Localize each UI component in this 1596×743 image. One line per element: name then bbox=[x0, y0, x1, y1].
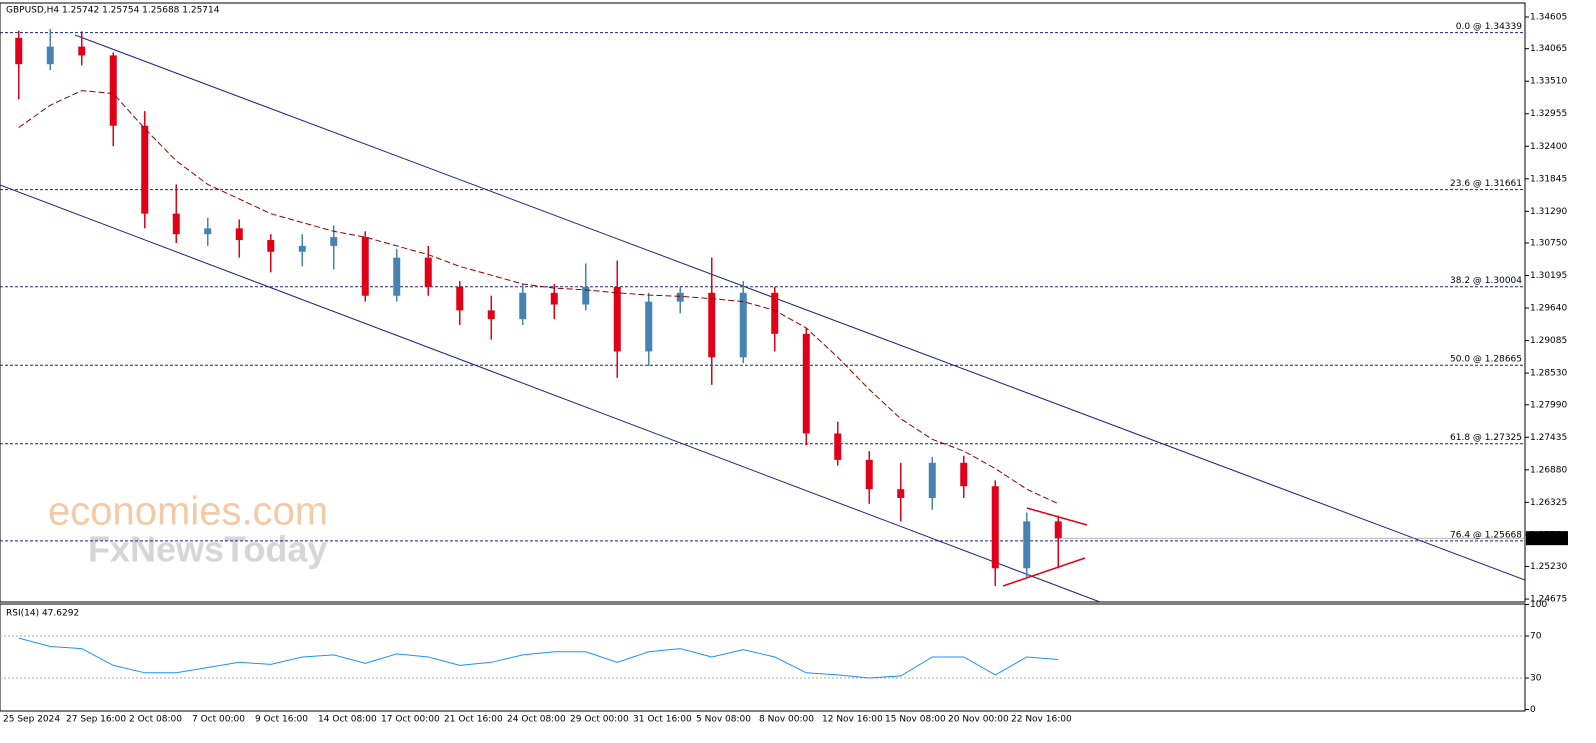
x-tick-label: 25 Sep 2024 bbox=[3, 715, 60, 725]
candle-body bbox=[204, 228, 212, 235]
moving-average bbox=[18, 90, 1059, 505]
candle-body bbox=[582, 286, 590, 305]
y-tick-label: 1.25230 bbox=[1530, 562, 1567, 572]
fib-label: 50.0 @ 1.28665 bbox=[1450, 355, 1522, 365]
y-tick-label: 1.28530 bbox=[1530, 369, 1567, 379]
rsi-panel bbox=[0, 603, 1526, 712]
candle-body bbox=[550, 292, 558, 305]
y-tick-label: 1.32955 bbox=[1530, 109, 1567, 119]
y-tick-label: 1.34065 bbox=[1530, 44, 1567, 54]
y-tick-label: 1.31845 bbox=[1530, 174, 1567, 184]
candle-body bbox=[991, 486, 999, 569]
chart-title: GBPUSD,H4 1.25742 1.25754 1.25688 1.2571… bbox=[6, 6, 220, 16]
y-tick-label: 1.33510 bbox=[1530, 77, 1567, 87]
y-tick-label: 1.27435 bbox=[1530, 433, 1567, 443]
x-tick-label: 15 Nov 08:00 bbox=[885, 715, 946, 725]
rsi-line bbox=[18, 637, 1059, 679]
triangle-line bbox=[1002, 557, 1086, 587]
fib-label: 0.0 @ 1.34339 bbox=[1456, 22, 1523, 32]
candle-body bbox=[771, 292, 779, 334]
channel-line bbox=[0, 184, 1101, 603]
watermark: economies.com bbox=[48, 490, 328, 534]
rsi-title: RSI(14) 47.6292 bbox=[6, 609, 79, 619]
candle-body bbox=[424, 257, 432, 287]
candle-body bbox=[960, 462, 968, 487]
fib-label: 61.8 @ 1.27325 bbox=[1450, 433, 1522, 443]
candle-body bbox=[676, 292, 684, 302]
candle-body bbox=[78, 46, 86, 56]
x-tick-label: 24 Oct 08:00 bbox=[507, 715, 566, 725]
candle-body bbox=[487, 310, 495, 320]
y-tick-label: 0 bbox=[1530, 705, 1536, 715]
x-tick-label: 31 Oct 16:00 bbox=[633, 715, 692, 725]
candle-body bbox=[1023, 521, 1031, 569]
y-tick-label: 1.26325 bbox=[1530, 498, 1567, 508]
x-tick-label: 29 Oct 00:00 bbox=[570, 715, 629, 725]
candle-body bbox=[172, 213, 180, 235]
y-tick-label: 1.29640 bbox=[1530, 304, 1567, 314]
x-tick-label: 17 Oct 00:00 bbox=[381, 715, 440, 725]
x-tick-label: 2 Oct 08:00 bbox=[129, 715, 182, 725]
y-tick-label: 1.30750 bbox=[1530, 238, 1567, 248]
y-tick-label: 1.29085 bbox=[1530, 336, 1567, 346]
y-tick-label: 1.27990 bbox=[1530, 400, 1567, 410]
channel-line bbox=[74, 34, 1526, 581]
candle-body bbox=[330, 237, 338, 246]
candle-body bbox=[519, 292, 527, 320]
x-tick-label: 8 Nov 00:00 bbox=[759, 715, 814, 725]
last-price-box bbox=[1526, 531, 1568, 546]
last-price-label: 1.25714 bbox=[1530, 534, 1567, 544]
fib-label: 23.6 @ 1.31661 bbox=[1450, 179, 1522, 189]
y-tick-label: 30 bbox=[1530, 674, 1542, 684]
y-tick-label: 1.34605 bbox=[1530, 13, 1567, 23]
fib-label: 38.2 @ 1.30004 bbox=[1450, 276, 1522, 286]
x-tick-label: 14 Oct 08:00 bbox=[318, 715, 377, 725]
candle-body bbox=[46, 46, 54, 65]
candle-body bbox=[361, 237, 369, 296]
candle-body bbox=[456, 286, 464, 311]
candle-body bbox=[15, 37, 23, 65]
x-tick-label: 27 Sep 16:00 bbox=[66, 715, 126, 725]
y-tick-label: 1.32400 bbox=[1530, 142, 1567, 152]
candle-body bbox=[1054, 521, 1062, 539]
candle-body bbox=[109, 55, 117, 126]
candle-body bbox=[739, 292, 747, 358]
y-tick-label: 100 bbox=[1530, 600, 1547, 610]
candle-body bbox=[865, 459, 873, 490]
x-tick-label: 5 Nov 08:00 bbox=[696, 715, 751, 725]
candle-body bbox=[141, 125, 149, 214]
x-tick-label: 22 Nov 16:00 bbox=[1011, 715, 1072, 725]
candle-body bbox=[897, 489, 905, 498]
candle-body bbox=[708, 292, 716, 358]
y-tick-label: 1.24675 bbox=[1530, 595, 1567, 605]
candle-body bbox=[802, 333, 810, 434]
candle-body bbox=[267, 240, 275, 252]
candle-body bbox=[613, 286, 621, 352]
x-tick-label: 12 Nov 16:00 bbox=[822, 715, 883, 725]
y-tick-label: 1.30195 bbox=[1530, 271, 1567, 281]
x-tick-label: 20 Nov 00:00 bbox=[948, 715, 1009, 725]
watermark: FxNewsToday bbox=[88, 529, 327, 570]
candle-body bbox=[298, 245, 306, 252]
y-tick-label: 70 bbox=[1530, 632, 1542, 642]
candle-body bbox=[834, 433, 842, 460]
x-tick-label: 7 Oct 00:00 bbox=[192, 715, 245, 725]
y-tick-label: 1.31290 bbox=[1530, 207, 1567, 217]
candle-body bbox=[928, 462, 936, 498]
candle-body bbox=[393, 257, 401, 296]
x-tick-label: 9 Oct 16:00 bbox=[255, 715, 308, 725]
candle-body bbox=[645, 301, 653, 352]
price-panel bbox=[0, 2, 1526, 603]
triangle-line bbox=[1026, 507, 1088, 526]
candle-body bbox=[235, 228, 243, 241]
x-tick-label: 21 Oct 16:00 bbox=[444, 715, 503, 725]
fib-label: 76.4 @ 1.25668 bbox=[1450, 530, 1522, 540]
y-tick-label: 1.26880 bbox=[1530, 465, 1567, 475]
